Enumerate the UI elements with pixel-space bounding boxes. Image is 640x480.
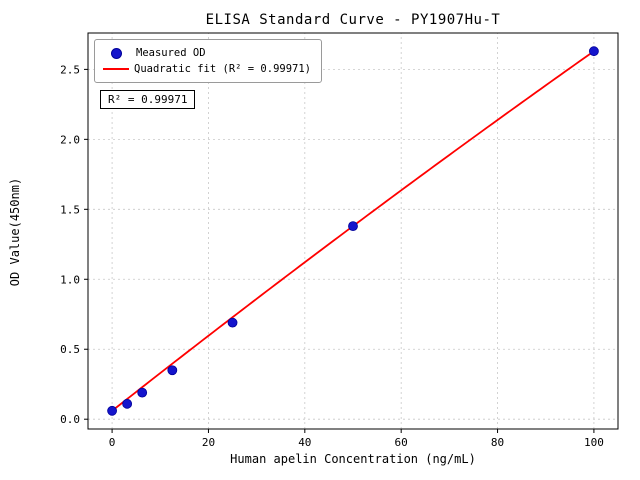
quadratic-fit-line-icon — [103, 68, 129, 70]
y-axis-label: OD Value(450nm) — [8, 177, 22, 287]
x-tick-label: 0 — [109, 436, 116, 449]
legend: Measured OD Quadratic fit (R² = 0.99971) — [94, 39, 323, 83]
y-tick-label: 1.0 — [60, 273, 80, 286]
x-tick-label: 60 — [395, 436, 408, 449]
scatter-point — [227, 317, 238, 328]
r-squared-annotation: R² = 0.99971 — [100, 90, 196, 109]
scatter-point — [137, 387, 148, 398]
y-tick-label: 2.5 — [60, 63, 80, 76]
y-tick-label: 2.0 — [60, 133, 80, 146]
scatter-point — [348, 221, 358, 232]
measured-od-marker-icon — [111, 47, 122, 59]
y-tick-label: 0.5 — [60, 343, 80, 356]
x-tick-label: 40 — [298, 436, 311, 449]
chart-title: ELISA Standard Curve - PY1907Hu-T — [205, 12, 501, 28]
legend-entry-fit: Quadratic fit (R² = 0.99971) — [103, 61, 311, 77]
y-tick-label: 1.5 — [60, 203, 80, 216]
axes-frame — [87, 32, 619, 430]
legend-label-measured: Measured OD — [136, 47, 206, 59]
scatter-point — [589, 46, 599, 57]
scatter-point — [107, 405, 117, 416]
x-axis-label: Human apelin Concentration (ng/mL) — [230, 452, 476, 466]
legend-entry-measured: Measured OD — [103, 45, 311, 61]
scatter-point — [122, 398, 133, 409]
x-tick-label: 80 — [491, 436, 504, 449]
legend-label-fit: Quadratic fit (R² = 0.99971) — [134, 63, 312, 75]
scatter-point — [167, 365, 178, 376]
y-tick-label: 0.0 — [60, 413, 80, 426]
x-tick-label: 100 — [584, 436, 604, 449]
x-tick-label: 20 — [202, 436, 215, 449]
